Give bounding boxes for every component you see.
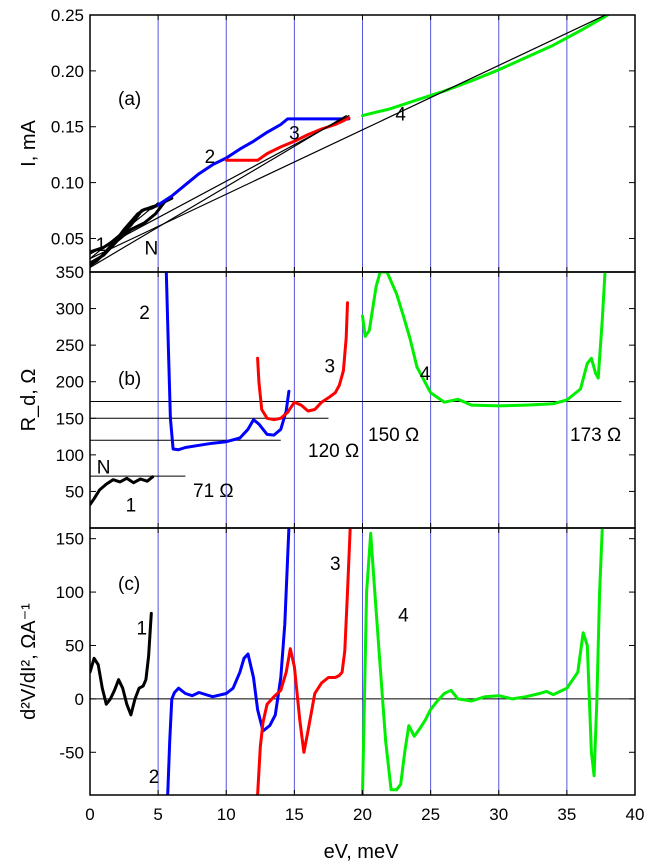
x-tick-label: 5 — [153, 805, 162, 824]
y-tick-label: 0.20 — [51, 62, 84, 81]
series-line — [256, 528, 352, 795]
curve-label: 2 — [149, 767, 160, 788]
series-line — [361, 528, 604, 795]
y-tick-label: 0.15 — [51, 118, 84, 137]
reference-line-label: 71 Ω — [193, 481, 234, 502]
series-line — [361, 15, 610, 118]
x-tick-label: 30 — [489, 805, 508, 824]
panel-label: (c) — [118, 574, 140, 595]
y-tick-label: 250 — [56, 336, 84, 355]
x-tick-label: 10 — [217, 805, 236, 824]
curve-label: 1 — [96, 235, 107, 256]
curve-label: 1 — [126, 496, 137, 517]
reference-line-label: 173 Ω — [570, 425, 621, 446]
y-tick-label: 0.05 — [51, 229, 84, 248]
y-tick-label: 100 — [56, 583, 84, 602]
curve-label: N — [97, 458, 111, 479]
y-tick-label: 150 — [56, 530, 84, 549]
curve-label: 1 — [136, 618, 147, 639]
y-tick-label: 50 — [65, 482, 84, 501]
y-tick-label: 150 — [56, 409, 84, 428]
reference-line-label: 150 Ω — [368, 425, 419, 446]
curve-label: N — [144, 238, 158, 259]
series-line — [256, 301, 349, 422]
series-line — [224, 116, 351, 162]
y-axis-label: I, mA — [18, 120, 40, 167]
series-line — [90, 114, 350, 255]
x-tick-label: 0 — [85, 805, 94, 824]
y-tick-label: 50 — [65, 636, 84, 655]
curve-label: 3 — [330, 554, 341, 575]
y-axis-label: d²V/dI², ΩA⁻¹ — [18, 603, 40, 720]
panel-plot-area-a — [90, 15, 610, 272]
curve-label: 3 — [325, 357, 336, 378]
x-tick-label: 40 — [626, 805, 645, 824]
series-line — [90, 202, 159, 260]
x-tick-label: 15 — [285, 805, 304, 824]
panel-label: (a) — [118, 89, 141, 110]
panel-plot-area-c — [90, 528, 635, 795]
reference-line-label: 120 Ω — [308, 441, 359, 462]
curve-label: 2 — [205, 147, 216, 168]
y-tick-label: 300 — [56, 300, 84, 319]
series-line — [90, 475, 155, 507]
y-tick-label: 350 — [56, 263, 84, 282]
y-tick-label: 0 — [75, 690, 84, 709]
y-tick-label: 200 — [56, 373, 84, 392]
series-line — [90, 114, 347, 269]
series-line — [90, 15, 607, 260]
series-line — [90, 611, 153, 717]
panel-plot-area-b — [90, 272, 622, 528]
series-line — [164, 272, 291, 452]
y-tick-label: 0.10 — [51, 174, 84, 193]
curve-label: 4 — [395, 104, 406, 125]
curve-label: 3 — [289, 123, 300, 144]
curve-label: 4 — [420, 364, 431, 385]
y-tick-label: 0.25 — [51, 6, 84, 25]
series-line — [166, 528, 291, 795]
y-axis-label: R_d, Ω — [18, 369, 40, 432]
panel-label: (b) — [118, 369, 141, 390]
curve-label: 2 — [139, 303, 150, 324]
x-tick-label: 20 — [353, 805, 372, 824]
x-tick-label: 25 — [421, 805, 440, 824]
x-axis-label: eV, meV — [324, 841, 400, 863]
y-tick-label: -50 — [59, 743, 84, 762]
series-line — [361, 272, 607, 408]
series-line — [156, 117, 351, 207]
x-tick-label: 35 — [557, 805, 576, 824]
curve-label: 4 — [398, 606, 409, 627]
y-tick-label: 100 — [56, 446, 84, 465]
